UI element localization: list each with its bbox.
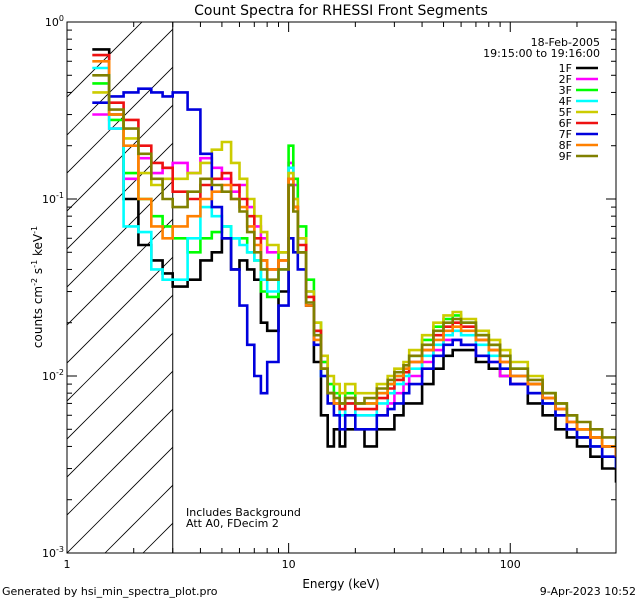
- plot-frame: [66, 21, 617, 554]
- y-tick-exp: -2: [56, 368, 64, 377]
- y-tick-base: 10: [45, 16, 59, 29]
- x-tick-label: 10: [282, 558, 296, 571]
- hatch-line: [67, 28, 173, 136]
- y-tick-base: 10: [42, 547, 56, 560]
- y-axis-label-exp1: -2: [30, 278, 39, 286]
- hatch-line: [67, 446, 173, 553]
- legend-label-1F: 1F: [559, 62, 572, 75]
- hatch-line: [599, 0, 640, 553]
- chart-title: Count Spectra for RHESSI Front Segments: [194, 3, 488, 19]
- hatch-line: [523, 0, 640, 553]
- y-tick-label: 10-2: [42, 368, 64, 383]
- series-line-9F: [92, 74, 616, 447]
- y-axis-label-mid: s: [31, 268, 45, 278]
- hatch-line: [333, 0, 640, 553]
- y-tick-label: 10-1: [42, 191, 64, 206]
- legend-label-4F: 4F: [559, 95, 572, 108]
- x-axis-label: Energy (keV): [302, 577, 379, 591]
- y-tick-exp: -3: [56, 545, 64, 554]
- hatch-line: [257, 0, 640, 553]
- y-axis-label: counts cm-2 s-1 keV-1: [30, 226, 45, 348]
- y-axis-label-unit: keV: [31, 233, 45, 260]
- hatch-line: [409, 0, 640, 553]
- legend-label-2F: 2F: [559, 73, 572, 86]
- hatch-line: [67, 180, 173, 288]
- y-tick-label: 10-3: [42, 545, 64, 560]
- hatch-line: [67, 408, 173, 516]
- y-axis-label-exp2: -1: [30, 260, 39, 268]
- shaded-region: [67, 0, 640, 553]
- hatch-line: [447, 0, 640, 553]
- y-axis-label-main: counts cm: [31, 286, 45, 348]
- footer-generator: Generated by hsi_min_spectra_plot.pro: [2, 585, 218, 598]
- legend-date: 18-Feb-2005: [531, 36, 600, 49]
- hatch-line: [219, 0, 640, 553]
- hatch-line: [67, 22, 143, 98]
- legend-label-7F: 7F: [559, 128, 572, 141]
- annotation-attenuator: Att A0, FDecim 2: [186, 517, 279, 530]
- hatch-line: [371, 0, 640, 553]
- y-tick-base: 10: [42, 370, 56, 383]
- hatch-line: [67, 218, 173, 326]
- y-tick-exp: -1: [56, 191, 64, 200]
- y-tick-base: 10: [42, 193, 56, 206]
- y-axis-label-exp3: -1: [30, 226, 39, 234]
- hatch-line: [561, 0, 640, 553]
- legend-label-9F: 9F: [559, 150, 572, 163]
- legend-label-8F: 8F: [559, 139, 572, 152]
- hatch-line: [67, 332, 173, 440]
- hatch-line: [67, 142, 173, 250]
- x-tick-label: 100: [500, 558, 521, 571]
- y-tick-exp: 0: [59, 14, 64, 23]
- x-tick-label: 1: [64, 558, 71, 571]
- hatch-line: [67, 370, 173, 478]
- footer-timestamp: 9-Apr-2023 10:52: [540, 585, 636, 598]
- y-tick-label: 100: [45, 14, 64, 29]
- annotation-background: Includes Background: [186, 506, 301, 519]
- legend-label-3F: 3F: [559, 84, 572, 97]
- legend-label-6F: 6F: [559, 117, 572, 130]
- hatch-line: [295, 0, 640, 553]
- legend-time-range: 19:15:00 to 19:16:00: [483, 47, 600, 60]
- legend-label-5F: 5F: [559, 106, 572, 119]
